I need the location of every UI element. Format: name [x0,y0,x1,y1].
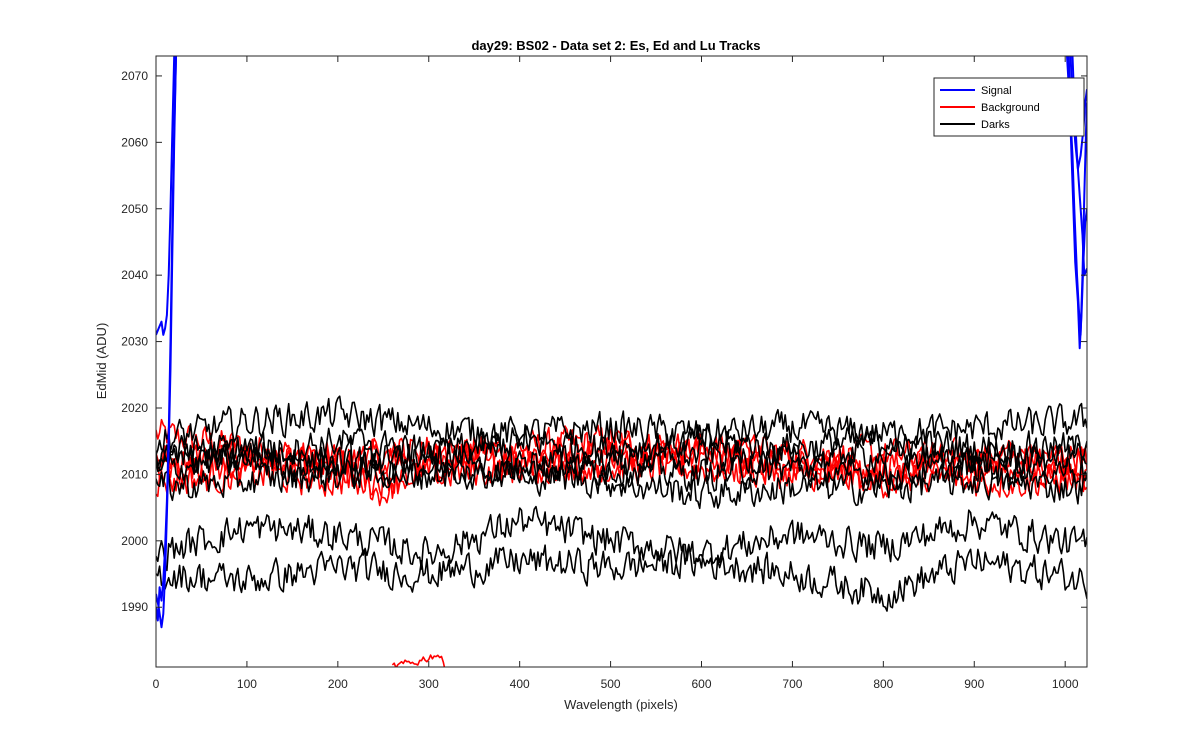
x-tick-label: 1000 [1052,677,1079,691]
series-layer [156,56,1087,667]
darks-series-7 [156,543,1087,612]
y-tick-label: 2020 [121,401,148,415]
darks-series-4 [156,443,1087,492]
x-tick-label: 200 [328,677,348,691]
x-tick-label: 600 [691,677,711,691]
y-tick-label: 2000 [121,534,148,548]
darks-series-1 [156,395,1087,455]
legend-darks-label: Darks [981,119,1010,131]
darks-series-6 [156,505,1087,572]
x-tick-label: 500 [601,677,621,691]
tick-layer: 0 100 200 300 400 500 600 700 800 900 1000 1990 2000… [121,56,1087,691]
y-tick-label: 2060 [121,135,148,149]
axes-box [155,55,1088,668]
plot-area [156,56,1087,667]
y-tick-label: 2050 [121,202,148,216]
legend: Signal Background Darks [933,77,1085,137]
signal-series-3 [156,56,177,629]
signal-series-5 [1067,56,1087,350]
y-tick-label: 2010 [121,467,148,481]
x-axis-label: Wavelength (pixels) [564,697,678,712]
y-tick-label: 2030 [121,335,148,349]
x-tick-label: 900 [964,677,984,691]
legend-signal-label: Signal [981,85,1012,97]
chart-title: day29: BS02 - Data set 2: Es, Ed and Lu … [471,38,760,53]
x-tick-label: 100 [237,677,257,691]
y-axis-label: EdMid (ADU) [94,323,109,400]
y-tick-label: 2040 [121,268,148,282]
y-tick-label: 2070 [121,69,148,83]
x-tick-label: 800 [873,677,893,691]
x-tick-label: 700 [782,677,802,691]
y-tick-label: 1990 [121,600,148,614]
background-series-5 [391,654,446,667]
x-tick-label: 400 [510,677,530,691]
legend-background-label: Background [981,102,1040,114]
signal-series-1 [156,56,176,336]
x-tick-label: 0 [153,677,160,691]
darks-series-5 [156,450,1087,510]
x-tick-label: 300 [419,677,439,691]
background-series-4 [156,441,1087,498]
